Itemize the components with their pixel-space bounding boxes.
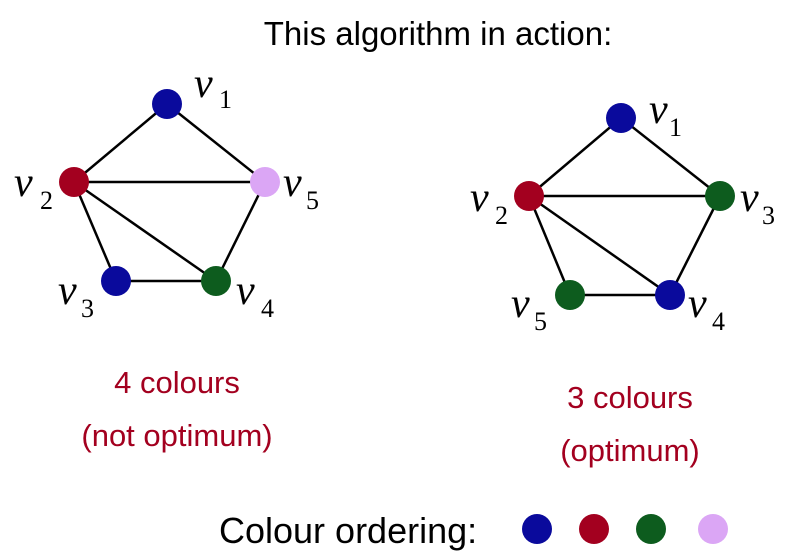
- vertex-subscript-right-v3: 3: [762, 201, 775, 230]
- edge-left-v1-v5: [166, 103, 266, 183]
- legend-label: Colour ordering:: [219, 510, 477, 551]
- vertex-subscript-right-v2: 2: [495, 201, 508, 230]
- vertex-subscript-left-v5: 5: [306, 186, 319, 215]
- vertex-subscript-left-v1: 1: [219, 85, 232, 114]
- legend-dot-lilac: [698, 514, 728, 544]
- nodes-right: [514, 103, 735, 310]
- edge-left-v2-v3: [72, 181, 118, 282]
- vertex-label-left-v1: v: [194, 61, 213, 107]
- vertex-left-v1: [152, 89, 182, 119]
- edge-right-v4-v3: [668, 195, 722, 296]
- vertex-label-right-v2: v: [470, 175, 489, 221]
- edges-right: [527, 117, 722, 297]
- vertex-left-v2: [59, 167, 89, 197]
- legend-dots: [522, 514, 728, 544]
- diagram-title: This algorithm in action:: [264, 15, 612, 52]
- edge-left-v4-v5: [214, 181, 267, 282]
- legend-dot-green: [636, 514, 666, 544]
- vertex-label-left-v4: v: [236, 268, 255, 314]
- caption-left-line1: 4 colours: [114, 365, 240, 400]
- vertex-label-left-v3: v: [58, 268, 77, 314]
- labels-left: v 1v 2v 3 v 4v 5: [14, 61, 319, 323]
- vertex-right-v5: [555, 280, 585, 310]
- edge-left-v1-v2: [73, 103, 168, 183]
- vertex-label-right-v3: v: [740, 175, 759, 221]
- vertex-subscript-left-v2: 2: [40, 186, 53, 215]
- vertex-label-left-v5: v: [283, 160, 302, 206]
- caption-right-line2: (optimum): [560, 433, 700, 468]
- colour-ordering-legend: Colour ordering:: [219, 510, 728, 551]
- caption-right-line1: 3 colours: [567, 380, 693, 415]
- graph-right: v 1v 2 v 3v 4v 5 3 colours (optimum): [470, 87, 775, 468]
- vertex-subscript-left-v3: 3: [81, 294, 94, 323]
- caption-left-line2: (not optimum): [81, 418, 272, 453]
- vertex-subscript-right-v5: 5: [534, 307, 547, 336]
- vertex-label-left-v2: v: [14, 160, 33, 206]
- edges-left: [72, 103, 267, 283]
- edge-right-v1-v2: [528, 117, 622, 197]
- vertex-subscript-left-v4: 4: [261, 294, 274, 323]
- vertex-right-v2: [514, 181, 544, 211]
- vertex-label-right-v5: v: [511, 281, 530, 327]
- vertex-right-v1: [606, 103, 636, 133]
- legend-dot-red: [579, 514, 609, 544]
- edge-right-v2-v5: [527, 195, 572, 296]
- vertex-right-v4: [655, 280, 685, 310]
- vertex-right-v3: [705, 181, 735, 211]
- graph-left: v 1v 2v 3 v 4v 5 4 colours (not optimum): [14, 61, 319, 453]
- nodes-left: [59, 89, 280, 296]
- vertex-left-v4: [201, 266, 231, 296]
- vertex-left-v5: [250, 167, 280, 197]
- edge-right-v1-v3: [620, 117, 721, 197]
- vertex-subscript-right-v1: 1: [669, 113, 682, 142]
- vertex-subscript-right-v4: 4: [712, 307, 725, 336]
- vertex-label-right-v1: v: [649, 87, 668, 133]
- labels-right: v 1v 2 v 3v 4v 5: [470, 87, 775, 336]
- vertex-label-right-v4: v: [688, 281, 707, 327]
- vertex-left-v3: [101, 266, 131, 296]
- legend-dot-blue: [522, 514, 552, 544]
- edge-right-v2-v4: [528, 194, 671, 297]
- edge-left-v2-v4: [73, 180, 217, 283]
